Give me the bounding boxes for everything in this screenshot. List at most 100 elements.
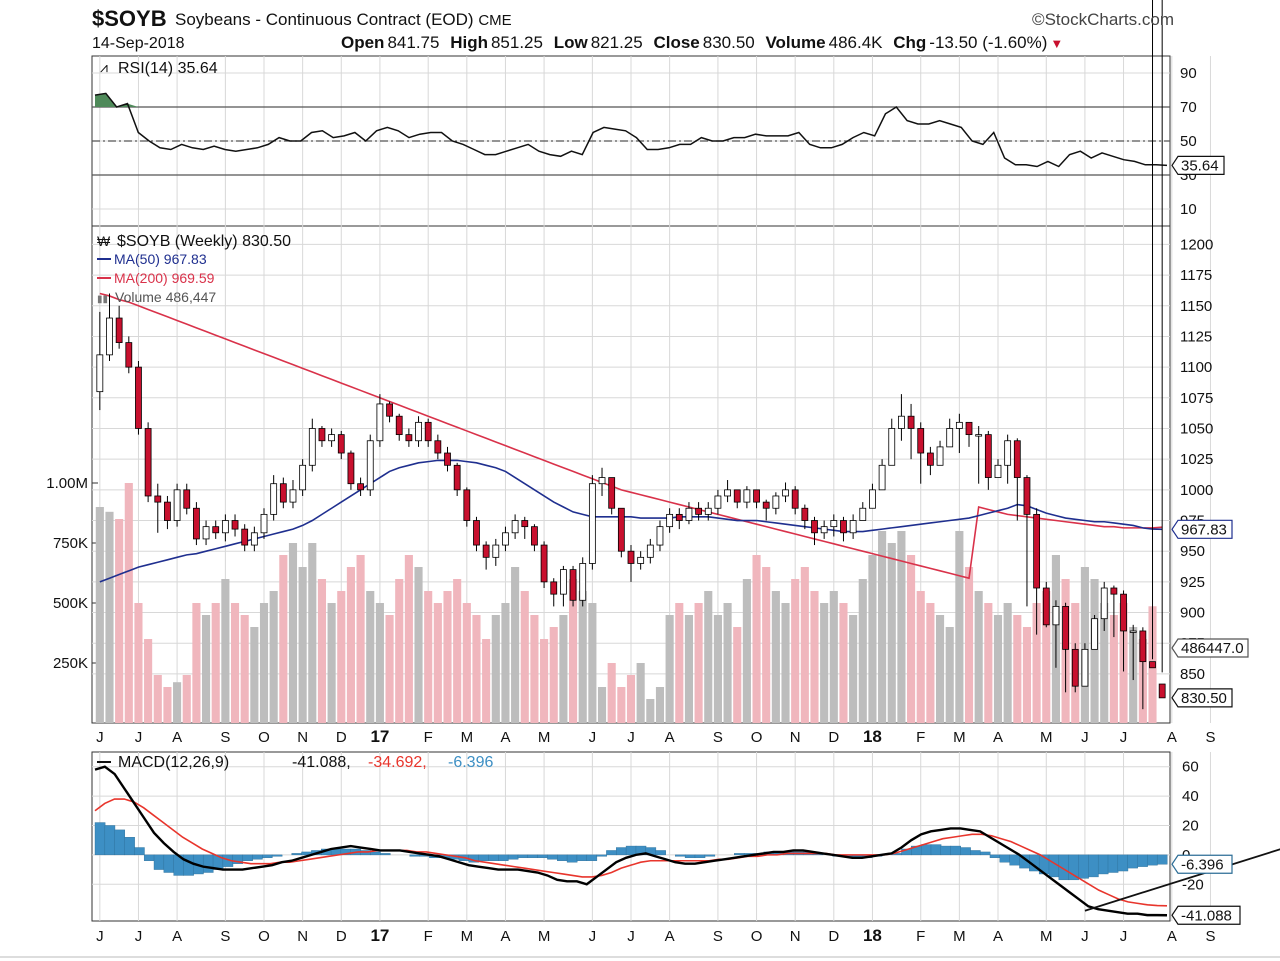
macd-histogram-bar xyxy=(291,853,303,856)
candle-body xyxy=(1129,630,1137,633)
volume-bar xyxy=(308,543,317,723)
candle-body xyxy=(946,428,954,448)
candle-body xyxy=(1110,587,1118,595)
ohlc-bar: Open 841.75 High 851.25 Low 821.25 Close 830… xyxy=(335,33,1063,53)
macd-histogram-bar xyxy=(202,854,214,873)
volume-tag-box xyxy=(1171,638,1249,658)
candle-body xyxy=(724,489,731,497)
macd-histogram-bar xyxy=(1068,854,1079,881)
volume-bar xyxy=(366,591,375,723)
rsi-y-tick: 50 xyxy=(1180,133,1197,150)
volume-bar xyxy=(221,579,230,723)
price-y-tick: 925 xyxy=(1180,574,1205,591)
x-tick-label-bottom: D xyxy=(828,928,839,945)
candle-body xyxy=(511,520,519,534)
macd-histogram-bar xyxy=(143,854,155,861)
macd-tag-box xyxy=(1171,905,1241,925)
candle-body xyxy=(1158,683,1166,699)
macd-histogram-bar xyxy=(999,854,1011,863)
candle-body xyxy=(714,495,722,509)
macd-histogram-bar xyxy=(114,829,126,856)
close-tag-box xyxy=(1171,688,1233,708)
candle-body xyxy=(395,415,403,436)
macd-histogram-bar xyxy=(950,845,961,856)
rsi-y-tick: 90 xyxy=(1180,65,1197,82)
volume-bar xyxy=(144,639,153,723)
volume-bar xyxy=(752,555,761,723)
candle-body xyxy=(598,477,606,485)
volume-bar xyxy=(192,603,201,723)
x-tick-label-bottom: J xyxy=(1081,928,1089,945)
macd-histogram-bar xyxy=(1156,854,1168,865)
down-arrow-icon: ▼ xyxy=(1050,36,1064,51)
candle-body xyxy=(366,440,374,491)
volume-bar xyxy=(202,615,211,723)
volume-bar xyxy=(472,615,481,723)
macd-legend-value: -41.088, xyxy=(292,754,351,771)
volume-bar xyxy=(520,591,529,723)
volume-bar xyxy=(1109,615,1118,723)
macd-tag: -41.088 xyxy=(1181,907,1232,924)
ma50-tag: 967.83 xyxy=(1181,521,1227,538)
macd-histogram-bar xyxy=(940,845,952,856)
volume-bar xyxy=(134,603,143,723)
volume-bar xyxy=(907,555,916,723)
volume-bar xyxy=(491,615,500,723)
macd-histogram-bar xyxy=(970,850,981,856)
volume-bar xyxy=(105,511,114,723)
volume-legend: Volume 486,447 xyxy=(115,289,216,305)
x-tick-label: S xyxy=(220,729,230,746)
x-tick-label: J xyxy=(1081,729,1089,746)
candle-body xyxy=(955,421,963,429)
macd-histogram-bar xyxy=(675,854,686,857)
candle-body xyxy=(811,520,818,534)
candle-body xyxy=(135,366,142,429)
volume-bar xyxy=(665,615,674,723)
volume-bar xyxy=(868,555,877,723)
candle-body xyxy=(279,483,287,503)
x-tick-label-bottom: A xyxy=(993,928,1003,945)
x-tick-label: M xyxy=(1040,729,1053,746)
candle-body xyxy=(762,501,770,509)
candle-body xyxy=(502,532,509,546)
volume-bar xyxy=(95,507,104,723)
volume-bar xyxy=(230,603,240,723)
candle-body xyxy=(328,434,336,442)
candle-body xyxy=(840,520,847,534)
volume-y-tick: 500K xyxy=(53,595,88,612)
volume-bar xyxy=(955,531,964,723)
candle-body xyxy=(695,507,702,515)
candle-body xyxy=(646,544,654,558)
volume-bar xyxy=(346,567,355,723)
volume-bar xyxy=(356,555,365,723)
candle-body xyxy=(434,440,442,454)
candle-body xyxy=(193,507,200,540)
x-tick-label: 17 xyxy=(370,727,389,746)
volume-bar xyxy=(462,603,471,723)
macd-histogram-bar xyxy=(1078,854,1089,879)
candle-body xyxy=(231,520,239,530)
macd-histogram-bar xyxy=(684,854,696,859)
histogram-legend-value: -6.396 xyxy=(448,754,493,771)
candle-body xyxy=(1120,593,1127,632)
volume-bar xyxy=(897,531,906,723)
x-tick-label-bottom: D xyxy=(336,928,347,945)
macd-histogram-bar xyxy=(409,854,421,857)
candle-body xyxy=(415,421,422,442)
macd-histogram-bar xyxy=(1127,854,1138,869)
macd-histogram-bar xyxy=(547,854,558,860)
high-value: 851.25 xyxy=(490,33,543,52)
x-tick-label-bottom: F xyxy=(424,928,433,945)
candle-body xyxy=(337,434,345,454)
volume-bar xyxy=(578,591,587,723)
x-tick-label-bottom: M xyxy=(538,928,551,945)
brand-logo-text: ©StockCharts.com xyxy=(1032,10,1174,29)
candle-body xyxy=(917,428,925,454)
macd-histogram-bar xyxy=(517,854,529,859)
x-tick-label-bottom: J xyxy=(96,928,104,945)
volume-bar xyxy=(926,603,935,723)
volume-bar xyxy=(878,531,887,723)
volume-bar xyxy=(762,567,771,723)
x-tick-label-bottom: J xyxy=(1120,928,1128,945)
ma200-line xyxy=(99,292,1163,580)
